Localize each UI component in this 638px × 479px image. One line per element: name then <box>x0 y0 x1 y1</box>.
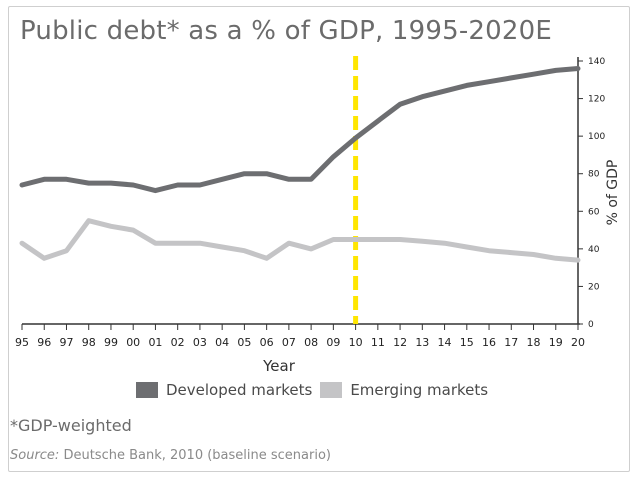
x-tick-label: 15 <box>460 336 474 349</box>
x-tick-label: 17 <box>504 336 518 349</box>
x-tick-label: 16 <box>482 336 496 349</box>
series-line-emerging <box>19 218 581 263</box>
y-tick-label: 100 <box>588 132 605 142</box>
x-tick-label: 14 <box>438 336 452 349</box>
y-axis-title: % of GDP <box>605 160 621 226</box>
chart-title: Public debt* as a % of GDP, 1995-2020E <box>20 16 553 46</box>
legend-item-emerging: Emerging markets <box>320 381 488 399</box>
x-tick-label: 96 <box>37 336 51 349</box>
chart-frame <box>8 6 630 472</box>
y-tick-label: 80 <box>588 170 600 180</box>
x-tick-label: 12 <box>393 336 407 349</box>
x-tick-label: 03 <box>193 336 207 349</box>
x-tick-label: 20 <box>571 336 585 349</box>
y-tick-label: 140 <box>588 57 605 67</box>
source-label: Source: <box>10 448 60 463</box>
x-tick-label: 07 <box>282 336 296 349</box>
x-tick-label: 09 <box>326 336 340 349</box>
x-tick-label: 05 <box>237 336 251 349</box>
x-tick-label: 95 <box>15 336 29 349</box>
x-tick-label: 11 <box>371 336 385 349</box>
legend-swatch-developed <box>136 382 158 398</box>
y-tick-label: 60 <box>588 207 600 217</box>
chart-legend: Developed markets Emerging markets <box>136 381 488 399</box>
x-tick-label: 02 <box>171 336 185 349</box>
x-tick-label: 13 <box>415 336 429 349</box>
x-tick-label: 97 <box>59 336 73 349</box>
y-tick-label: 0 <box>588 320 594 330</box>
legend-swatch-emerging <box>320 382 343 398</box>
x-tick-label: 01 <box>148 336 162 349</box>
x-tick-label: 18 <box>527 336 541 349</box>
x-tick-label: 06 <box>260 336 274 349</box>
footnote: *GDP-weighted <box>10 416 132 435</box>
legend-label-developed: Developed markets <box>166 381 313 399</box>
x-tick-label: 98 <box>82 336 96 349</box>
x-tick-label: 08 <box>304 336 318 349</box>
x-tick-label: 19 <box>549 336 563 349</box>
x-axis-title: Year <box>262 357 296 375</box>
legend-label-emerging: Emerging markets <box>350 381 489 399</box>
x-tick-label: 04 <box>215 336 229 349</box>
y-tick-label: 20 <box>588 282 600 292</box>
x-tick-label: 00 <box>126 336 140 349</box>
x-tick-label: 10 <box>349 336 363 349</box>
y-tick-label: 120 <box>588 95 605 105</box>
series-line-developed <box>19 66 581 194</box>
x-tick-label: 99 <box>104 336 118 349</box>
source-note: Source: Deutsche Bank, 2010 (baseline sc… <box>10 448 331 463</box>
y-tick-label: 40 <box>588 245 600 255</box>
legend-item-developed: Developed markets <box>136 381 312 399</box>
source-text: Deutsche Bank, 2010 (baseline scenario) <box>59 448 331 463</box>
